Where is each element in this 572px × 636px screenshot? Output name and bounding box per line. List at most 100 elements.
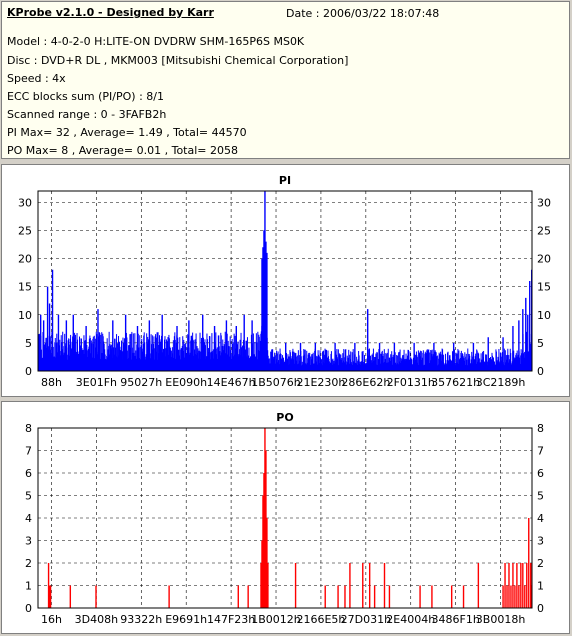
speed-line: Speed : 4x [7,72,66,85]
bar [372,348,374,371]
bar [57,314,60,371]
bar [391,356,393,371]
x-tick-label: 3C2189h [476,376,526,389]
bar [112,320,114,371]
bar [368,563,371,608]
bar [443,354,445,371]
bar [116,334,118,371]
bar [267,563,269,608]
x-tick-label: 1B0012h [251,613,301,626]
ecc-line: ECC blocks sum (PI/PO) : 8/1 [7,90,164,103]
bar [174,339,176,371]
bar [235,326,237,371]
bar [442,349,444,371]
y-tick-label-left: 3 [25,535,32,548]
bar [323,350,325,371]
bar [358,355,360,371]
x-tick-label: 93322h [120,613,162,626]
bar [68,338,70,371]
bar [527,314,529,371]
bar [478,353,480,371]
bar [172,340,174,371]
y-tick-label-left: 10 [18,309,32,322]
bar [101,332,103,371]
range-line: Scanned range : 0 - 3FAFB2h [7,108,167,121]
bar [265,450,267,608]
bar [161,314,163,371]
scan-date: Date : 2006/03/22 18:07:48 [286,7,440,20]
bar [199,332,201,371]
bar [383,563,386,608]
bar [476,350,478,371]
bar [510,585,512,608]
bar [47,563,50,608]
y-tick-label-left: 20 [18,253,32,266]
bar [300,356,302,371]
bar [130,333,132,371]
bar [393,342,396,371]
bar [518,585,520,608]
bar [264,191,266,371]
bar [520,563,522,608]
bar [51,269,54,371]
bar [337,349,339,371]
bar [383,349,385,371]
bar [504,563,506,608]
bar [334,342,336,371]
bar [106,338,108,371]
x-tick-label: 1B5076h [251,376,301,389]
bar [345,349,347,371]
bar [388,585,391,608]
y-tick-label-left: 2 [25,557,32,570]
bar [378,342,381,371]
bar [525,297,527,371]
bar [139,346,141,371]
bar [502,337,504,371]
bar [266,252,268,371]
bar [261,258,263,371]
bar [75,334,77,371]
y-tick-label-right: 15 [537,281,551,294]
bar [367,309,369,371]
bar [136,326,139,371]
bar [297,350,299,371]
y-tick-label-right: 5 [537,337,544,350]
bar [316,356,318,371]
bar [450,585,453,608]
bar [436,356,438,371]
x-tick-label: 27D031h [341,613,391,626]
y-tick-label-right: 10 [537,309,551,322]
disc-info-panel: KProbe v2.1.0 - Designed by Karr Date : … [1,1,570,159]
y-tick-label-right: 0 [537,602,544,615]
y-tick-label-left: 6 [25,467,32,480]
y-tick-label-left: 8 [25,422,32,435]
x-tick-label: 88h [41,376,62,389]
bar [97,309,99,371]
pi-chart-panel: PI 0 0 5 5 10 10 15 15 20 20 25 25 30 30 88h 3E01Fh 95027… [1,164,570,397]
bar [245,340,247,371]
bar [148,320,151,371]
bar [397,355,399,371]
bar [213,326,216,371]
y-tick-label-right: 30 [537,196,551,209]
bar [524,585,526,608]
bar [144,342,146,371]
bar [462,585,465,608]
bar [206,339,208,371]
bar [188,320,190,371]
app-title: KProbe v2.1.0 - Designed by Karr [7,6,214,19]
bar [413,342,415,371]
bar [262,247,264,371]
bar [304,349,306,371]
bar [176,326,178,371]
x-tick-label: 3D408h [75,613,118,626]
bar [95,585,97,608]
bar [502,585,504,608]
y-tick-label-left: 5 [25,337,32,350]
bar [528,518,530,608]
y-tick-label-right: 8 [537,422,544,435]
x-tick-label: 3B0018h [476,613,526,626]
bar [131,331,133,371]
bar [477,563,480,608]
bar [299,342,302,371]
